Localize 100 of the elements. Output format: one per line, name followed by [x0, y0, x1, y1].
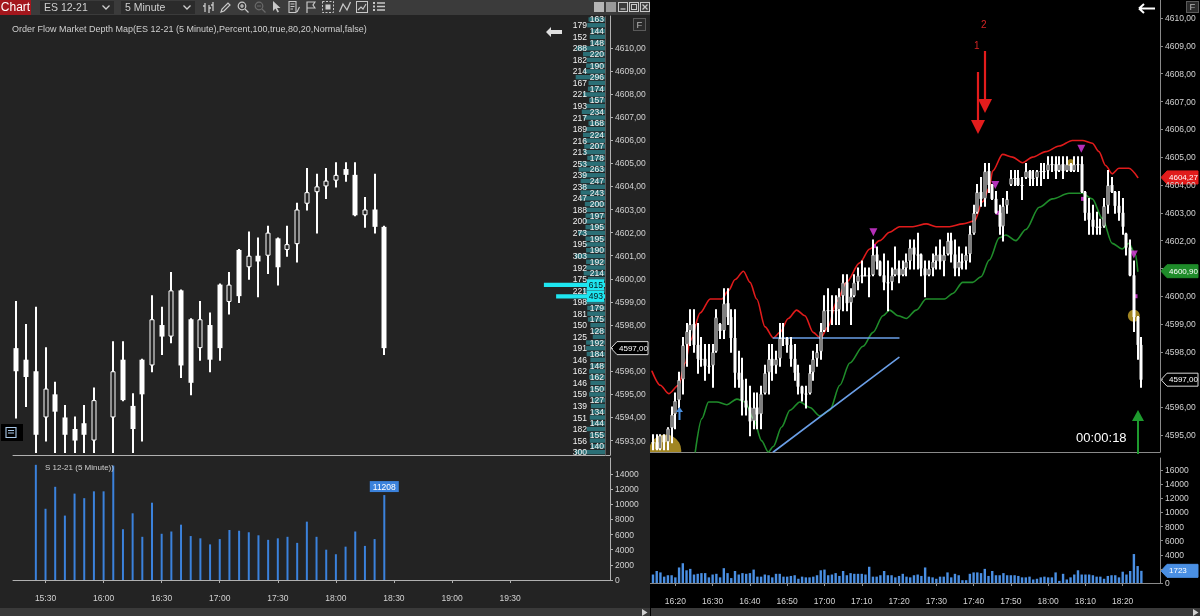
y-tick-label: 159 [572, 389, 588, 400]
y-tick-label: 273 [572, 227, 588, 238]
y-tick-label: 195 [589, 222, 605, 233]
y-tick-label: 190 [589, 245, 605, 256]
x-tick-label: 16:40 [739, 595, 761, 606]
y-tick-label: 125 [572, 331, 588, 342]
y-tick-label: 162 [572, 366, 588, 377]
x-tick-label: 19:30 [499, 592, 522, 603]
y-tick-label: 6000 [1165, 535, 1185, 546]
y-tick-label: 4605,00 [1165, 152, 1196, 163]
x-tick-label: 16:30 [151, 592, 173, 603]
y-tick-label: 148 [589, 37, 605, 48]
x-tick-label: 17:00 [209, 592, 231, 603]
y-tick-label: 4595,00 [1165, 430, 1196, 441]
x-tick-label: 16:00 [92, 592, 115, 603]
y-tick-label: 296 [589, 72, 605, 83]
y-tick-label: 184 [589, 349, 605, 360]
y-tick-label: 4606,00 [615, 135, 646, 146]
y-tick-label: 214 [589, 268, 605, 279]
y-tick-label: 238 [572, 181, 588, 192]
y-tick-label: 493 [588, 291, 604, 302]
y-tick-label: 195 [572, 239, 588, 250]
y-tick-label: 217 [572, 112, 588, 123]
y-tick-label: 16000 [1165, 465, 1189, 476]
annotation: 2 [981, 19, 987, 30]
y-tick-label: 4607,00 [1165, 96, 1196, 107]
y-tick-label: 150 [589, 383, 605, 394]
y-tick-label: 4600,00 [615, 273, 646, 284]
y-tick-label: 207 [589, 141, 605, 152]
y-tick-label: 4603,00 [1165, 207, 1196, 218]
y-tick-label: 12000 [615, 484, 639, 495]
x-tick-label: 17:30 [267, 592, 289, 603]
y-tick-label: 195 [589, 233, 605, 244]
y-tick-label: 4593,00 [615, 435, 646, 446]
y-tick-label: 179 [572, 20, 588, 31]
x-tick-label: 17:50 [1000, 595, 1022, 606]
text: 4597,00 [619, 343, 649, 353]
y-tick-label: 4598,00 [615, 320, 646, 331]
y-tick-label: 213 [572, 147, 588, 158]
x-tick-label: 18:30 [383, 592, 405, 603]
text: Order Flow Market Depth Map(ES 12-21 (5 Minute),Percent,100,true,80,20,Normal,false) [12, 23, 367, 34]
y-tick-label: 150 [572, 320, 588, 331]
y-tick-label: 0 [1165, 578, 1170, 588]
y-tick-label: 247 [572, 193, 588, 204]
text: S 12-21 (5 Minute)) [45, 462, 115, 472]
y-tick-label: 221 [572, 89, 588, 100]
button: F [633, 18, 646, 31]
y-tick-label: 4595,00 [615, 389, 646, 400]
y-tick-label: 4608,00 [615, 88, 646, 99]
x-tick-label: 17:10 [851, 595, 873, 606]
x-tick-label: 15:30 [34, 592, 57, 603]
annotation: 1 [974, 40, 980, 51]
y-tick-label: 127 [589, 395, 605, 406]
button: F [1186, 1, 1199, 13]
y-tick-label: 4605,00 [615, 158, 646, 169]
y-tick-label: 148 [589, 360, 605, 371]
data-label: 11208 [372, 481, 397, 492]
dropdown: ES 12-21 [40, 1, 114, 14]
y-tick-label: 162 [589, 372, 605, 383]
y-tick-label: 288 [572, 43, 588, 54]
y-tick-label: 156 [572, 435, 588, 446]
dropdown: 5 Minute [121, 1, 195, 14]
y-tick-label: 4610,00 [615, 42, 646, 53]
y-tick-label: 4608,00 [1165, 68, 1196, 79]
x-tick-label: 16:20 [664, 595, 687, 606]
y-tick-label: 234 [589, 106, 605, 117]
text: 4600,90 [1169, 266, 1199, 276]
y-tick-label: 10000 [615, 499, 639, 510]
x-tick-label: 17:00 [813, 595, 836, 606]
y-tick-label: 0 [615, 575, 620, 585]
tab: Chart [0, 0, 31, 15]
y-tick-label: 253 [572, 158, 588, 169]
y-tick-label: 4000 [615, 544, 635, 555]
y-tick-label: 214 [572, 66, 588, 77]
y-tick-label: 128 [589, 325, 605, 336]
y-tick-label: 4000 [1165, 549, 1185, 560]
x-tick-label: 17:20 [888, 595, 910, 606]
y-tick-label: 263 [589, 164, 605, 175]
y-tick-label: 4599,00 [1165, 319, 1196, 330]
y-tick-label: 146 [572, 354, 588, 365]
y-tick-label: 178 [589, 152, 605, 163]
x-tick-label: 18:10 [1074, 595, 1097, 606]
annotation: 00:00:18 [1076, 430, 1127, 445]
y-tick-label: 4604,00 [615, 181, 646, 192]
y-tick-label: 144 [589, 418, 605, 429]
y-tick-label: 4600,00 [1165, 291, 1196, 302]
y-tick-label: 221 [572, 285, 588, 296]
y-tick-label: 175 [589, 314, 605, 325]
y-tick-label: 168 [589, 118, 605, 129]
y-tick-label: 140 [589, 441, 605, 452]
x-tick-label: 19:00 [441, 592, 463, 603]
y-tick-label: 163 [589, 14, 605, 25]
y-tick-label: 181 [572, 308, 588, 319]
y-tick-label: 247 [589, 176, 605, 187]
y-tick-label: 224 [589, 129, 605, 140]
x-tick-label: 18:20 [1112, 595, 1134, 606]
y-tick-label: 174 [589, 83, 605, 94]
y-tick-label: 239 [572, 170, 588, 181]
text: 4597,00 [1169, 375, 1199, 385]
y-tick-label: 192 [589, 337, 605, 348]
